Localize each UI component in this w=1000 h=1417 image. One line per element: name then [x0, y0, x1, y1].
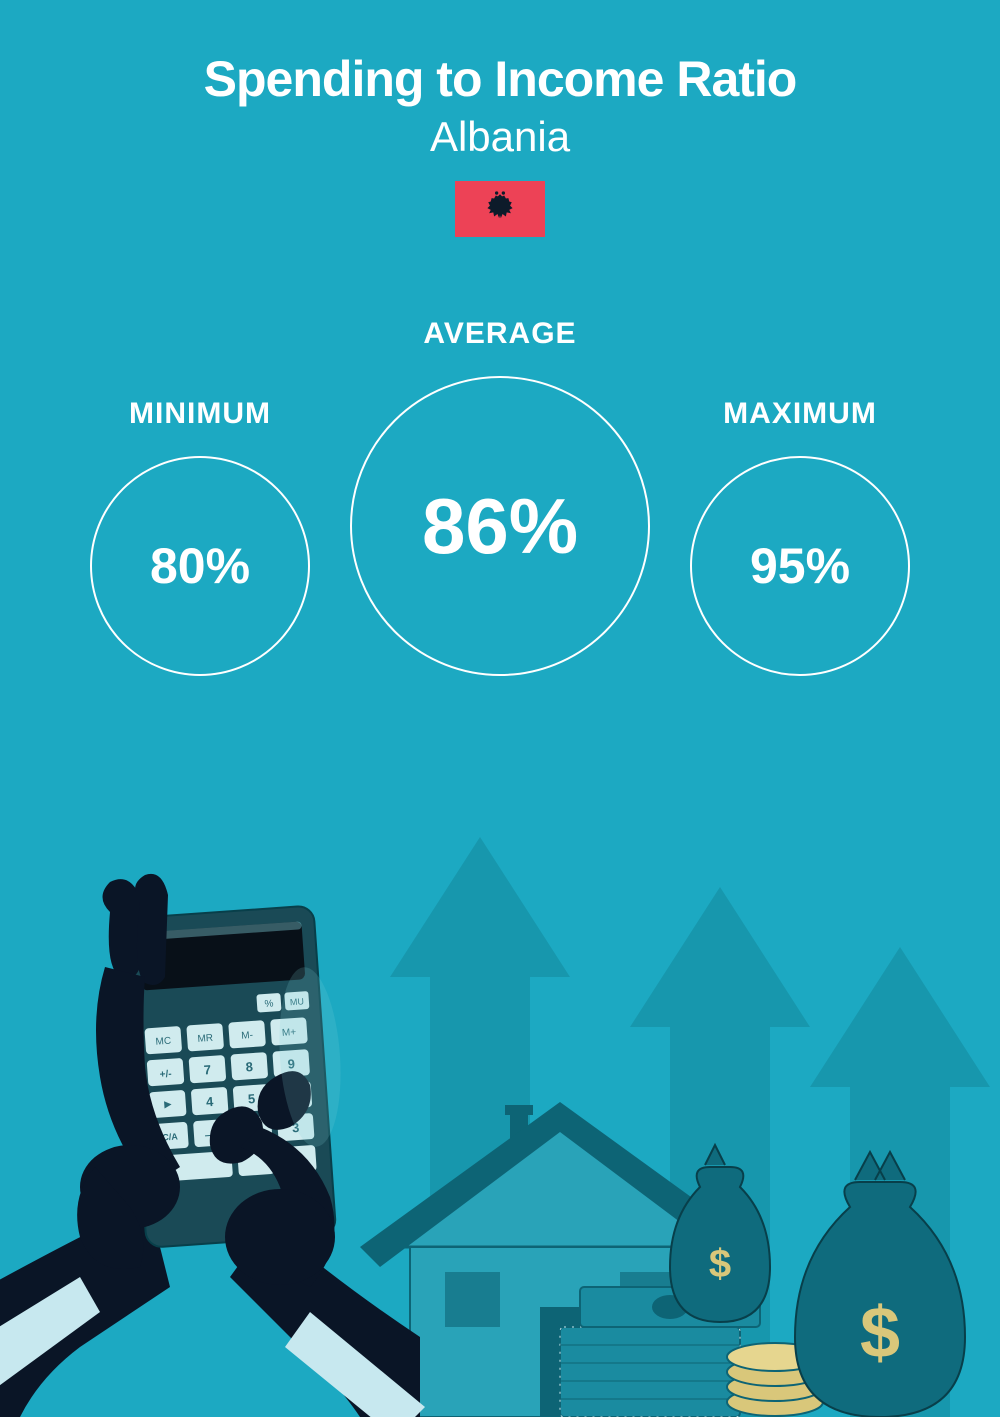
svg-text:M-: M- [241, 1030, 253, 1042]
stat-label: MAXIMUM [723, 397, 877, 431]
stat-circle: 80% [90, 456, 310, 676]
page-title: Spending to Income Ratio [0, 50, 1000, 108]
stat-average: AVERAGE 86% [350, 317, 650, 676]
country-name: Albania [0, 113, 1000, 161]
header: Spending to Income Ratio Albania [0, 0, 1000, 237]
stat-value: 86% [422, 481, 578, 572]
finance-illustration-icon: $ $ % MU [0, 767, 1000, 1417]
stat-label: MINIMUM [129, 397, 271, 431]
svg-text:8: 8 [245, 1059, 253, 1074]
stat-value: 80% [150, 537, 250, 595]
svg-text:+/-: +/- [159, 1069, 172, 1081]
stat-circle: 95% [690, 456, 910, 676]
svg-text:$: $ [860, 1293, 900, 1373]
svg-text:MC: MC [155, 1036, 171, 1048]
stat-label: AVERAGE [423, 317, 576, 351]
svg-text:5: 5 [247, 1091, 255, 1106]
svg-text:MR: MR [197, 1033, 213, 1045]
stats-row: MINIMUM 80% AVERAGE 86% MAXIMUM 95% [0, 317, 1000, 676]
albania-flag-icon [455, 181, 545, 237]
svg-text:%: % [264, 998, 274, 1010]
stat-minimum: MINIMUM 80% [90, 397, 310, 676]
stat-maximum: MAXIMUM 95% [690, 397, 910, 676]
stat-value: 95% [750, 537, 850, 595]
stat-circle: 86% [350, 376, 650, 676]
svg-text:7: 7 [203, 1062, 211, 1077]
svg-text:$: $ [709, 1242, 731, 1286]
